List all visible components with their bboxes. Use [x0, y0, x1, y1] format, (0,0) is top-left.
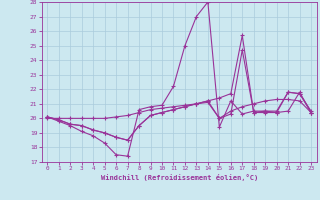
X-axis label: Windchill (Refroidissement éolien,°C): Windchill (Refroidissement éolien,°C): [100, 174, 258, 181]
